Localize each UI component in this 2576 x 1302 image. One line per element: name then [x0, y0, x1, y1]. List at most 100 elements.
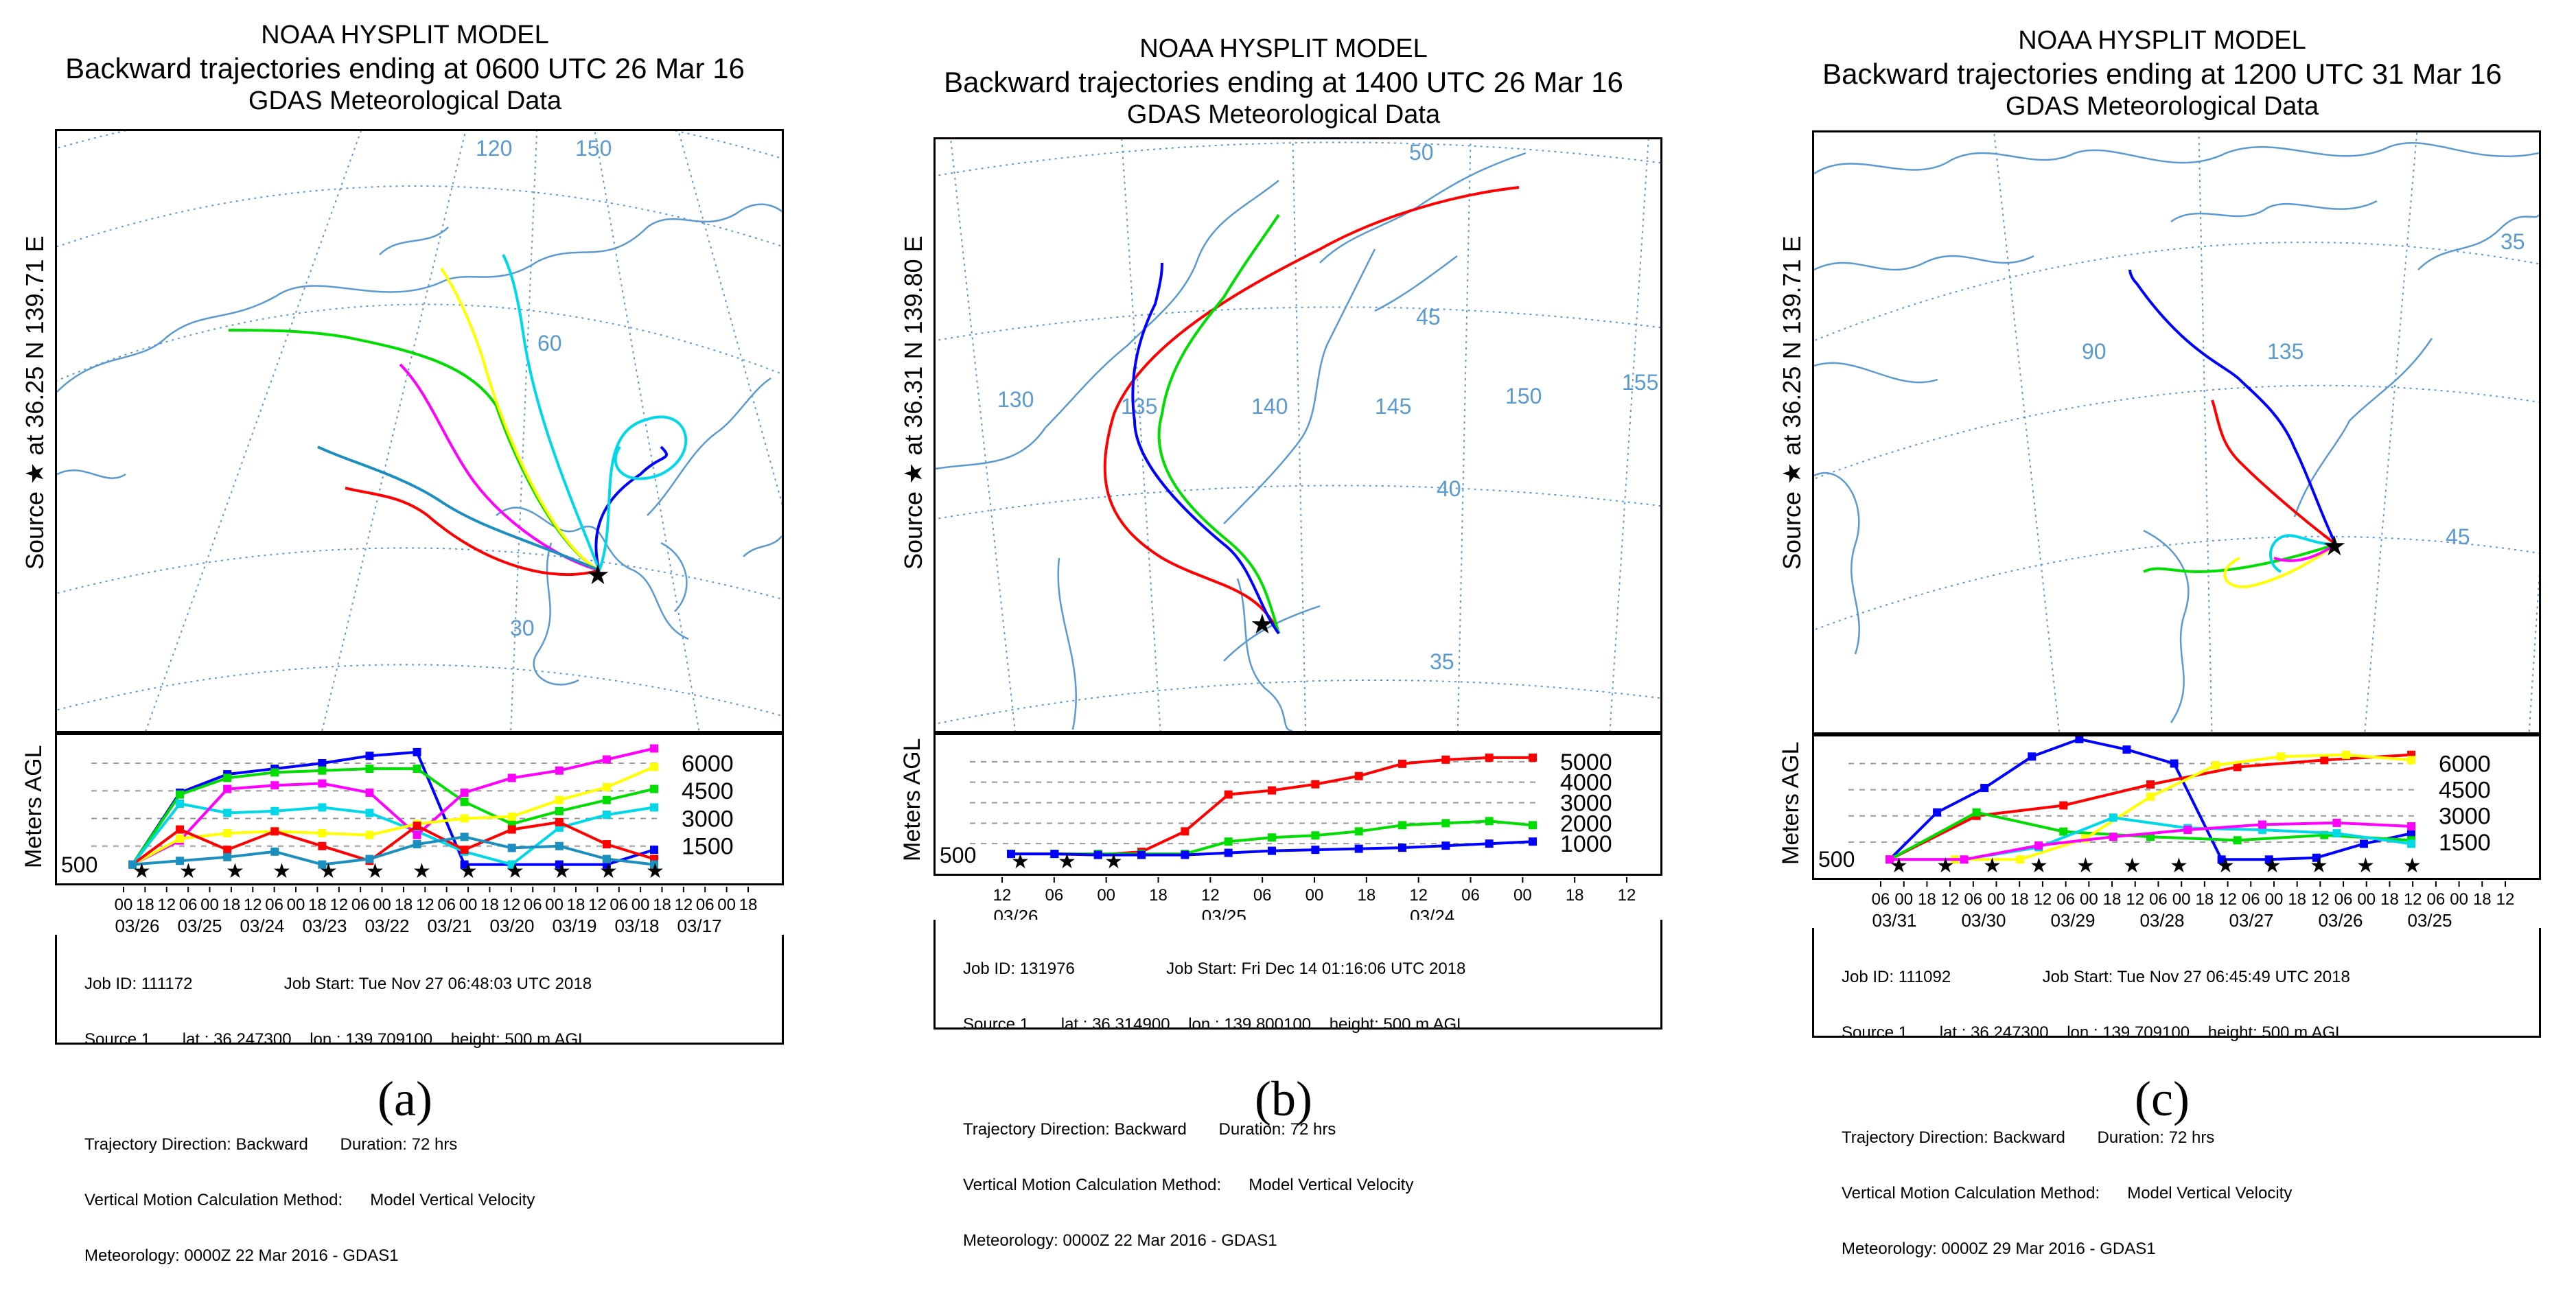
info-box: Job ID: 111092 Job Start: Tue Nov 27 06:…	[1812, 928, 2541, 1258]
time-tick-label: 12	[1201, 886, 1220, 905]
height-marker-blue	[2407, 829, 2415, 838]
time-tick-label: 06	[179, 896, 198, 914]
map-frame: 50 45 130 135 140 145 150 155 40 35 ★	[907, 125, 1691, 758]
height-marker-magenta	[507, 774, 516, 782]
map-svg: 90 135 35 45 ★	[1786, 118, 2570, 751]
height-marker-yellow	[2016, 855, 2024, 864]
svg-text:★: ★	[585, 560, 610, 590]
height-star: ★	[1104, 850, 1123, 873]
height-star: ★	[646, 860, 664, 883]
info-line: Source 1 lat.: 36.314900 lon.: 139.80010…	[963, 1015, 1466, 1034]
height-marker-teal	[555, 841, 564, 850]
map-label-150: 150	[1505, 384, 1542, 408]
time-tick-label: 12	[329, 896, 348, 914]
info-line: Meteorology: 0000Z 22 Mar 2016 - GDAS1	[963, 1231, 1277, 1250]
time-tick-label: 18	[2103, 890, 2122, 909]
height-marker-green	[460, 798, 469, 806]
traj-yellow	[440, 267, 600, 572]
traj-blue	[1131, 262, 1280, 635]
height-marker-red	[602, 840, 611, 849]
time-axis: 00 18 12 06 00 18 12 06 00 18 12 06 00 18 12 06 00 18 12 06…	[115, 887, 757, 936]
height-marker-green	[2233, 836, 2242, 845]
height-tick-label: 6000	[2439, 751, 2491, 777]
height-marker-cyan	[602, 811, 611, 819]
height-marker-teal	[270, 847, 279, 856]
height-marker-magenta	[555, 766, 564, 775]
height-marker-teal	[128, 860, 137, 869]
title: NOAA HYSPLIT MODEL	[1139, 34, 1428, 63]
height-marker-blue	[413, 747, 421, 756]
time-tick-label: 00	[2265, 890, 2284, 909]
height-marker-yellow	[2407, 756, 2415, 765]
time-tick-label: 18	[2380, 890, 2399, 909]
height-marker-magenta	[650, 744, 658, 753]
height-marker-green	[365, 765, 374, 774]
height-marker-yellow	[365, 830, 374, 839]
height-star: ★	[179, 860, 198, 883]
height-marker-teal	[413, 840, 421, 849]
height-marker-teal	[507, 844, 516, 852]
meters-agl-label: Meters AGL	[899, 738, 925, 861]
map-label-45: 45	[1416, 305, 1441, 329]
height-marker-teal	[176, 857, 185, 865]
height-marker-green	[1354, 827, 1363, 836]
height-marker-magenta	[223, 784, 232, 793]
height-marker-teal	[365, 855, 374, 863]
height-tick-label: 3000	[682, 806, 734, 832]
time-tick-label: 00	[373, 896, 391, 914]
height-marker-cyan	[650, 803, 658, 812]
time-tick-label: 12	[1409, 886, 1428, 905]
height-marker-blue	[1529, 837, 1537, 846]
height-marker-green	[1529, 821, 1537, 830]
height-star: ★	[2356, 855, 2375, 877]
time-tick-label: 18	[1149, 886, 1168, 905]
time-tick-label: 00	[2080, 890, 2098, 909]
height-marker-cyan	[176, 800, 185, 809]
source-label: Source ★ at 36.31 N 139.80 E	[899, 235, 927, 570]
info-line: Source 1 lat.: 36.247300 lon.: 139.70910…	[84, 1030, 588, 1049]
map-label-30: 30	[510, 616, 535, 640]
height-marker-red	[555, 817, 564, 826]
height-marker-blue	[1093, 850, 1102, 859]
traj-magenta	[2273, 543, 2337, 562]
map-labels: 120 150 60 30	[476, 136, 612, 640]
height-marker-blue	[460, 860, 469, 869]
height-star: ★	[413, 860, 431, 883]
height-marker-magenta	[602, 755, 611, 764]
time-tick-label: 06	[610, 896, 628, 914]
height-line-magenta	[1890, 821, 2412, 861]
coastlines	[1813, 141, 2540, 723]
time-tick-label: 18	[2196, 890, 2214, 909]
map-label-135: 135	[2267, 339, 2304, 364]
height-marker-yellow	[176, 835, 185, 844]
height-marker-magenta	[2183, 826, 2192, 835]
height-marker-blue	[2028, 752, 2037, 761]
info-box: Job ID: 111172 Job Start: Tue Nov 27 06:…	[55, 935, 784, 1265]
height-line-green	[131, 767, 655, 865]
map-label-135: 135	[1121, 394, 1157, 419]
time-tick-label: 06	[2056, 890, 2075, 909]
height-tick-label: 1000	[1560, 831, 1612, 857]
info-line: Source 1 lat.: 36.247300 lon.: 139.70910…	[1842, 1023, 2345, 1042]
map-label-60: 60	[537, 331, 562, 356]
height-tick-label: 1500	[2439, 830, 2491, 856]
height-marker-yellow	[555, 795, 564, 804]
height-marker-blue	[2312, 853, 2321, 862]
height-marker-yellow	[650, 763, 658, 771]
time-tick-label: 12	[2218, 890, 2237, 909]
info-line: Vertical Motion Calculation Method: Mode…	[84, 1191, 535, 1209]
time-tick-label: 00	[1513, 886, 1532, 905]
height-marker-red	[1224, 790, 1233, 799]
height-star: ★	[2263, 855, 2282, 877]
traj-green	[2143, 543, 2336, 574]
height-star: ★	[226, 860, 244, 883]
traj-magenta	[399, 363, 600, 572]
height-marker-red	[1268, 786, 1276, 795]
time-tick-label: 18	[567, 896, 585, 914]
height-marker-teal	[650, 860, 658, 869]
time-tick-label: 18	[2473, 890, 2492, 909]
info-line: Job ID: 131976 Job Start: Fri Dec 14 01:…	[963, 960, 1466, 978]
height-marker-yellow	[318, 828, 327, 837]
height-marker-green	[602, 795, 611, 804]
